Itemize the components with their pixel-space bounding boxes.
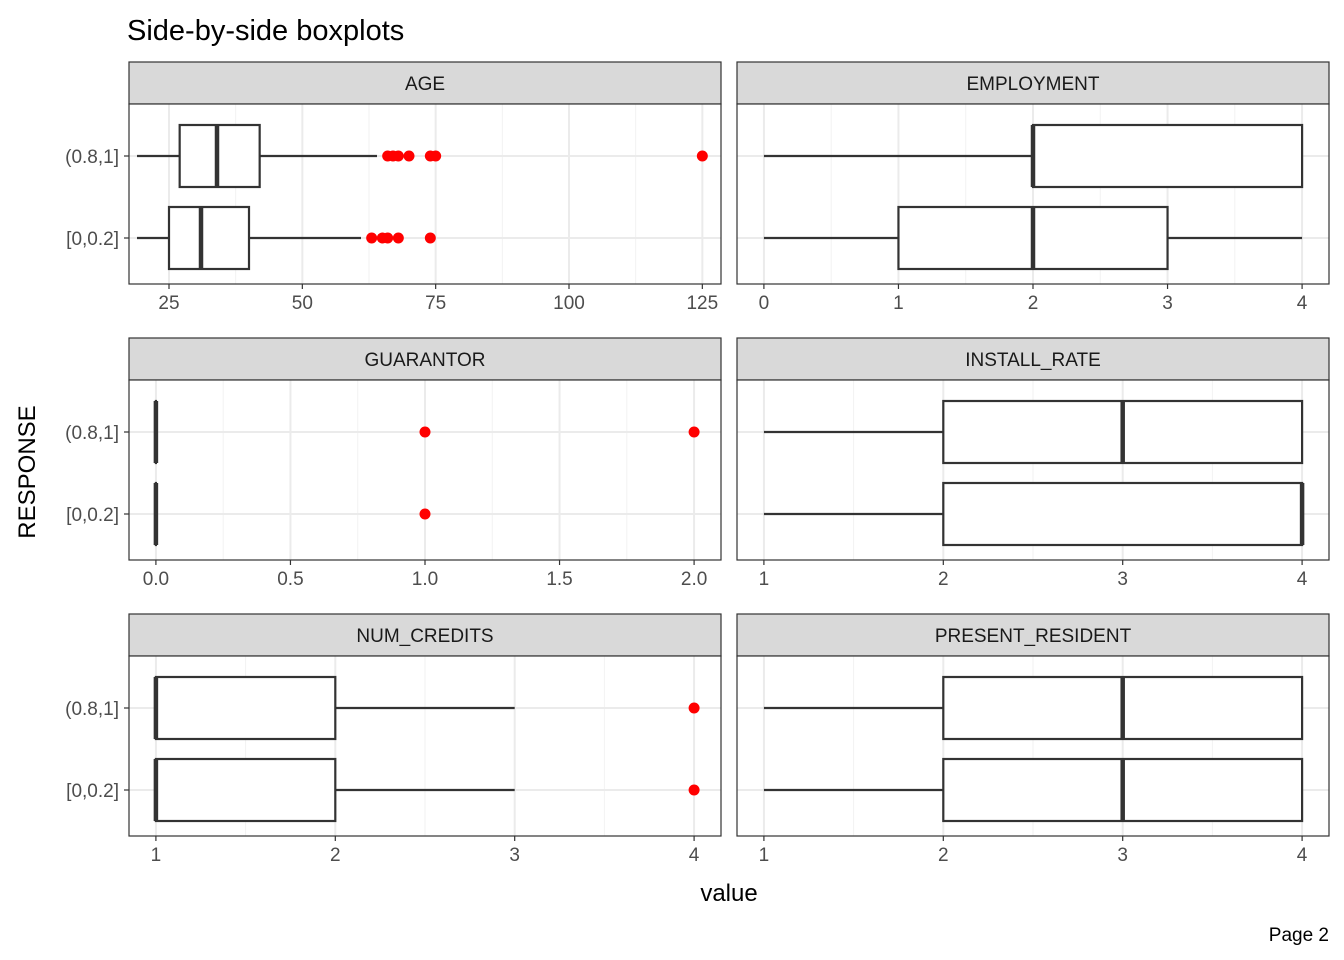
x-tick-label: 50 bbox=[292, 293, 313, 314]
panel-border bbox=[736, 655, 1330, 837]
panel-present-resident: PRESENT_RESIDENT 1 2 3 4 bbox=[736, 613, 1330, 866]
iqr-box bbox=[942, 481, 1304, 547]
x-tick-label: 4 bbox=[1297, 569, 1308, 590]
box-present-resident-high bbox=[763, 675, 1304, 741]
outlier-point bbox=[696, 150, 708, 162]
x-tick-label: 3 bbox=[1117, 569, 1128, 590]
box-install-rate-low bbox=[763, 481, 1305, 547]
outlier-point bbox=[688, 784, 700, 796]
y-tick-label: (0.8,1] bbox=[65, 147, 119, 168]
outlier-point bbox=[392, 150, 404, 162]
x-tick-label: 4 bbox=[689, 845, 700, 866]
x-tick-label: 4 bbox=[1297, 845, 1308, 866]
iqr-box bbox=[167, 205, 251, 271]
outlier-point bbox=[419, 426, 431, 438]
box-install-rate-high bbox=[763, 399, 1304, 465]
x-tick-label: 25 bbox=[158, 293, 179, 314]
x-tick-label: 0.0 bbox=[143, 569, 169, 590]
outlier-point bbox=[419, 508, 431, 520]
x-tick-label: 1 bbox=[151, 845, 162, 866]
panel-install-rate: INSTALL_RATE 1 2 3 4 bbox=[736, 337, 1330, 590]
box-employment-high bbox=[763, 123, 1304, 189]
x-tick-label: 3 bbox=[1117, 845, 1128, 866]
y-tick-label: (0.8,1] bbox=[65, 423, 119, 444]
facet-label-employment: EMPLOYMENT bbox=[966, 74, 1099, 95]
box-present-resident-low bbox=[763, 757, 1304, 823]
facet-panels: AGE 25 50 75 100 125 (0.8,1] [0,0.2] EMPLOYMENT 0… bbox=[65, 61, 1330, 866]
facet-strip-age bbox=[128, 61, 722, 105]
x-tick-label: 125 bbox=[686, 293, 718, 314]
iqr-box bbox=[154, 757, 337, 823]
x-tick-label: 2 bbox=[1028, 293, 1039, 314]
page-caption: Page 2 bbox=[1269, 925, 1329, 946]
iqr-box bbox=[178, 123, 261, 189]
panel-age: AGE 25 50 75 100 125 (0.8,1] [0,0.2] bbox=[65, 61, 722, 314]
outlier-point bbox=[688, 426, 700, 438]
outlier-point bbox=[688, 702, 700, 714]
facet-label-age: AGE bbox=[405, 74, 445, 95]
panel-border bbox=[128, 655, 722, 837]
outlier-point bbox=[366, 232, 378, 244]
panel-num-credits: NUM_CREDITS 1 2 3 4 (0.8,1] [0,0.2] bbox=[65, 613, 722, 866]
x-tick-label: 1.0 bbox=[412, 569, 438, 590]
x-axis-title: value bbox=[700, 880, 757, 907]
facet-strip-guarantor bbox=[128, 337, 722, 381]
x-tick-label: 1 bbox=[893, 293, 904, 314]
x-tick-label: 100 bbox=[553, 293, 585, 314]
box-age-high bbox=[137, 123, 708, 189]
panel-employment: EMPLOYMENT 0 1 2 3 4 bbox=[736, 61, 1330, 314]
box-age-low bbox=[137, 205, 436, 271]
facet-label-guarantor: GUARANTOR bbox=[364, 350, 485, 371]
iqr-box bbox=[1031, 123, 1304, 189]
x-tick-label: 3 bbox=[509, 845, 520, 866]
box-num-credits-high bbox=[153, 675, 700, 741]
outlier-point bbox=[382, 232, 394, 244]
facet-label-install-rate: INSTALL_RATE bbox=[965, 350, 1101, 371]
x-tick-label: 2.0 bbox=[681, 569, 707, 590]
facet-label-num-credits: NUM_CREDITS bbox=[356, 626, 493, 647]
panel-guarantor: GUARANTOR 0.0 0.5 1.0 1.5 2.0 (0.8,1] [0,0.2] bbox=[65, 337, 722, 590]
panel-border bbox=[128, 103, 722, 285]
x-tick-label: 0.5 bbox=[277, 569, 303, 590]
x-tick-label: 1.5 bbox=[546, 569, 572, 590]
y-tick-label: [0,0.2] bbox=[66, 505, 119, 526]
x-tick-label: 75 bbox=[425, 293, 446, 314]
x-tick-label: 4 bbox=[1297, 293, 1308, 314]
y-tick-label: [0,0.2] bbox=[66, 229, 119, 250]
x-tick-label: 1 bbox=[759, 845, 770, 866]
x-tick-label: 2 bbox=[938, 845, 949, 866]
iqr-box bbox=[154, 675, 337, 741]
y-axis-title: RESPONSE bbox=[14, 405, 41, 538]
y-tick-label: [0,0.2] bbox=[66, 781, 119, 802]
facet-label-present-resident: PRESENT_RESIDENT bbox=[935, 626, 1132, 647]
y-tick-label: (0.8,1] bbox=[65, 699, 119, 720]
box-num-credits-low bbox=[153, 757, 700, 823]
facet-strip-num-credits bbox=[128, 613, 722, 657]
panel-border bbox=[736, 379, 1330, 561]
x-tick-label: 0 bbox=[759, 293, 770, 314]
outlier-point bbox=[430, 150, 442, 162]
chart-title: Side-by-side boxplots bbox=[127, 15, 404, 47]
x-tick-label: 2 bbox=[330, 845, 341, 866]
x-tick-label: 3 bbox=[1162, 293, 1173, 314]
x-tick-label: 1 bbox=[759, 569, 770, 590]
x-tick-label: 2 bbox=[938, 569, 949, 590]
facet-strip-employment bbox=[736, 61, 1330, 105]
outlier-point bbox=[403, 150, 415, 162]
box-guarantor-low bbox=[153, 481, 431, 547]
outlier-point bbox=[424, 232, 436, 244]
box-guarantor-high bbox=[153, 399, 700, 465]
box-employment-low bbox=[763, 205, 1303, 271]
outlier-point bbox=[392, 232, 404, 244]
